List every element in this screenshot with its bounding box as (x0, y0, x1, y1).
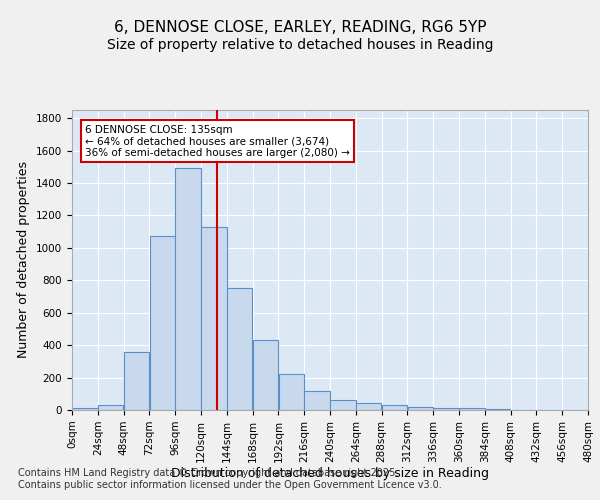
Bar (433, 408, 459, 410)
Text: Size of property relative to detached houses in Reading: Size of property relative to detached ho… (107, 38, 493, 52)
Text: 6 DENNOSE CLOSE: 135sqm
← 64% of detached houses are smaller (3,674)
36% of semi: 6 DENNOSE CLOSE: 135sqm ← 64% of detache… (85, 124, 350, 158)
Bar (124, 352, 149, 410)
Text: Contains HM Land Registry data © Crown copyright and database right 2025.
Contai: Contains HM Land Registry data © Crown c… (18, 468, 442, 490)
Text: 6, DENNOSE CLOSE, EARLEY, READING, RG6 5YP: 6, DENNOSE CLOSE, EARLEY, READING, RG6 5… (114, 20, 486, 35)
Bar (330, 400, 356, 410)
Bar (459, 408, 485, 410)
Bar (227, 288, 253, 410)
Bar (485, 409, 511, 410)
Bar (278, 374, 304, 410)
Bar (304, 390, 330, 410)
Bar (175, 168, 201, 410)
X-axis label: Distribution of detached houses by size in Reading: Distribution of detached houses by size … (171, 468, 489, 480)
Bar (253, 340, 278, 410)
Bar (201, 227, 227, 410)
Bar (98, 405, 124, 410)
Y-axis label: Number of detached properties: Number of detached properties (17, 162, 31, 358)
Bar (149, 236, 175, 410)
Bar (382, 405, 407, 410)
Bar (356, 402, 382, 410)
Bar (407, 407, 433, 410)
Bar (72, 408, 98, 410)
